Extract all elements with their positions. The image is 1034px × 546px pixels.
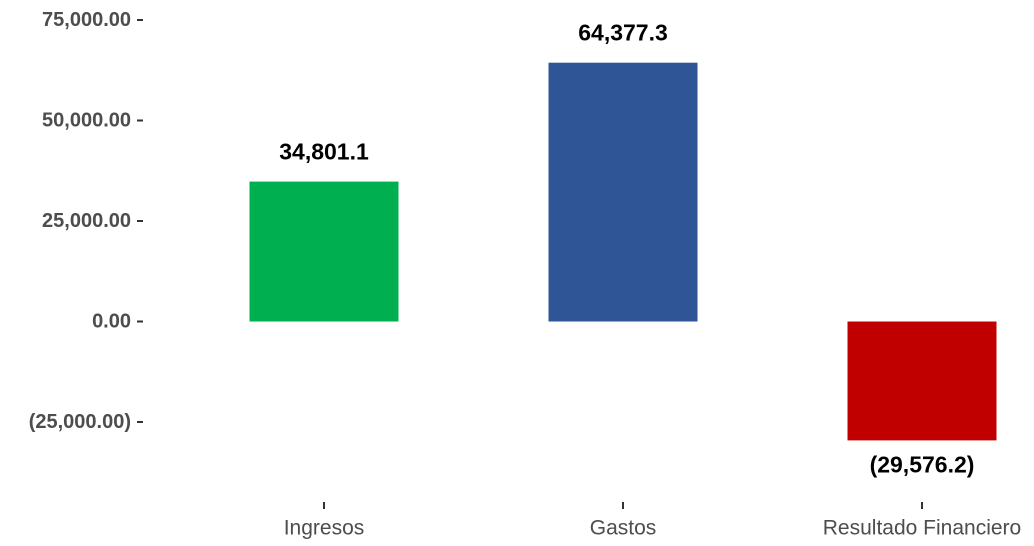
y-tick-label: (25,000.00) [29, 411, 131, 433]
data-label: 64,377.3 [578, 20, 668, 46]
y-tick-label: 75,000.00 [42, 9, 131, 31]
bars [249, 62, 997, 441]
bar-resultado-financiero [847, 321, 997, 441]
y-axis: 75,000.00 50,000.00 25,000.00 0.00 (25,000.0… [29, 9, 143, 433]
y-tick-label: 50,000.00 [42, 110, 131, 132]
bar-gastos [548, 62, 698, 322]
x-tick-label: Gastos [590, 517, 657, 540]
y-tick-label: 0.00 [92, 311, 131, 333]
x-tick-label: Resultado Financiero [823, 517, 1021, 540]
x-axis: Ingresos Gastos Resultado Financiero [284, 502, 1021, 540]
bar-ingresos [249, 181, 399, 322]
x-tick-label: Ingresos [284, 517, 365, 540]
data-labels: 34,801.1 64,377.3 (29,576.2) [279, 20, 974, 478]
data-label: (29,576.2) [870, 451, 975, 477]
data-label: 34,801.1 [279, 139, 369, 165]
y-tick-label: 25,000.00 [42, 210, 131, 232]
